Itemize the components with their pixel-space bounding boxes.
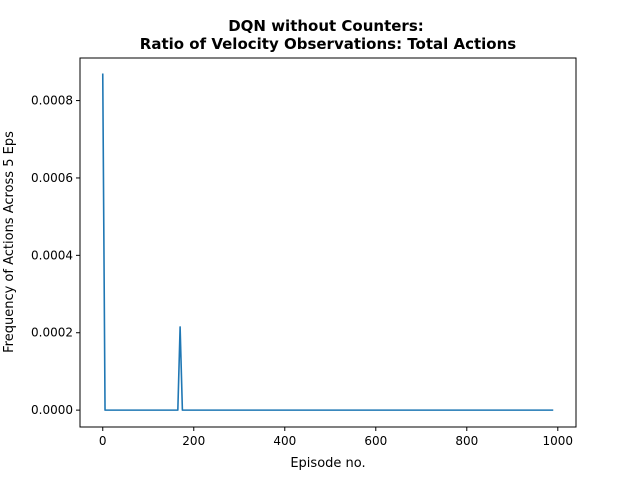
y-axis-label: Frequency of Actions Across 5 Eps (2, 131, 17, 353)
x-tick-label: 400 (273, 434, 296, 448)
x-tick-label: 600 (364, 434, 387, 448)
y-tick-label: 0.0002 (31, 326, 73, 340)
y-tick-label: 0.0000 (31, 403, 73, 417)
x-tick-label: 1000 (543, 434, 574, 448)
y-tick-label: 0.0006 (31, 171, 73, 185)
series-layer (101, 73, 554, 411)
plot-area-frame (79, 57, 577, 428)
x-tick-label: 0 (99, 434, 107, 448)
x-axis-label: Episode no. (290, 456, 365, 471)
chart-title-line-1: DQN without Counters: (228, 17, 424, 35)
chart-title-line-2: Ratio of Velocity Observations: Total Ac… (140, 35, 517, 53)
x-tick-label: 800 (455, 434, 478, 448)
x-tick-label: 200 (182, 434, 205, 448)
series-line-0 (101, 73, 554, 411)
ticks-layer: 0 200 400 600 800 1000 0.0000 0.0002 0.0004 0.000… (31, 94, 573, 448)
y-tick-label: 0.0008 (31, 94, 73, 108)
y-tick-label: 0.0004 (31, 248, 73, 262)
